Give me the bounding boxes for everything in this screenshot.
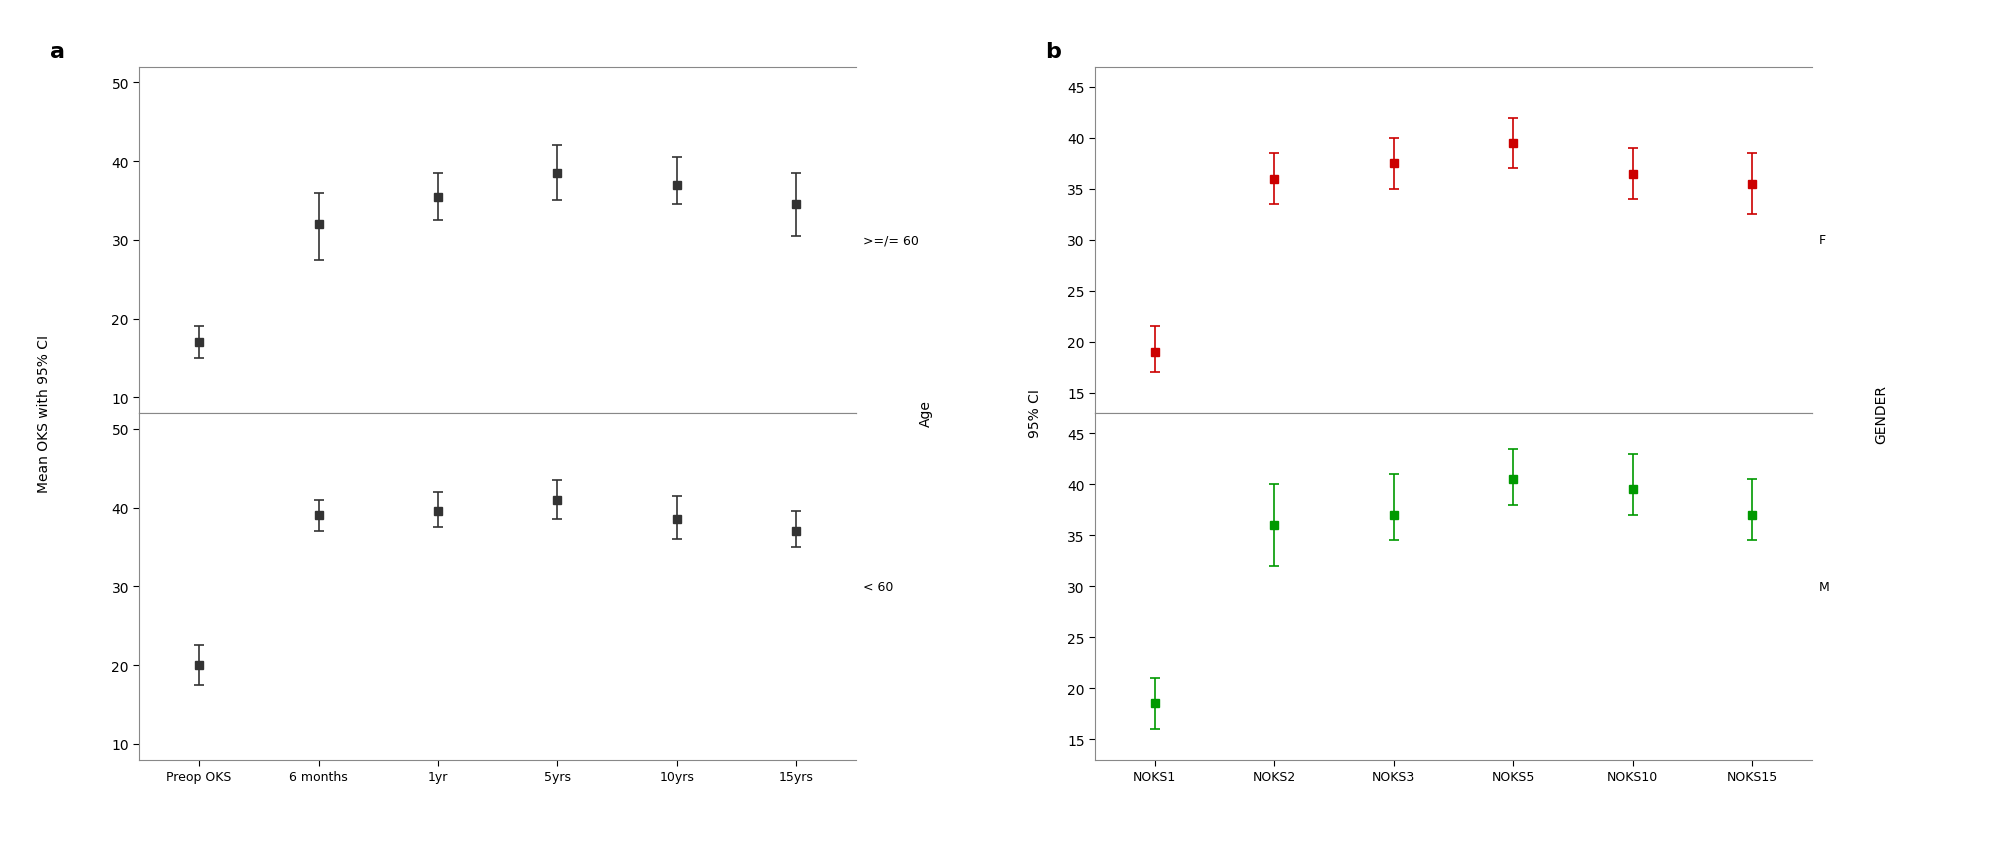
Text: a: a	[50, 42, 66, 62]
Text: F: F	[1820, 234, 1826, 247]
Text: >=/= 60: >=/= 60	[864, 234, 920, 247]
Text: b: b	[1045, 42, 1061, 62]
Text: GENDER: GENDER	[1874, 384, 1889, 443]
Text: Mean OKS with 95% CI: Mean OKS with 95% CI	[36, 335, 52, 492]
Text: 95% CI: 95% CI	[1027, 389, 1043, 438]
Text: < 60: < 60	[864, 580, 894, 593]
Text: Age: Age	[918, 400, 934, 427]
Text: M: M	[1820, 580, 1830, 593]
